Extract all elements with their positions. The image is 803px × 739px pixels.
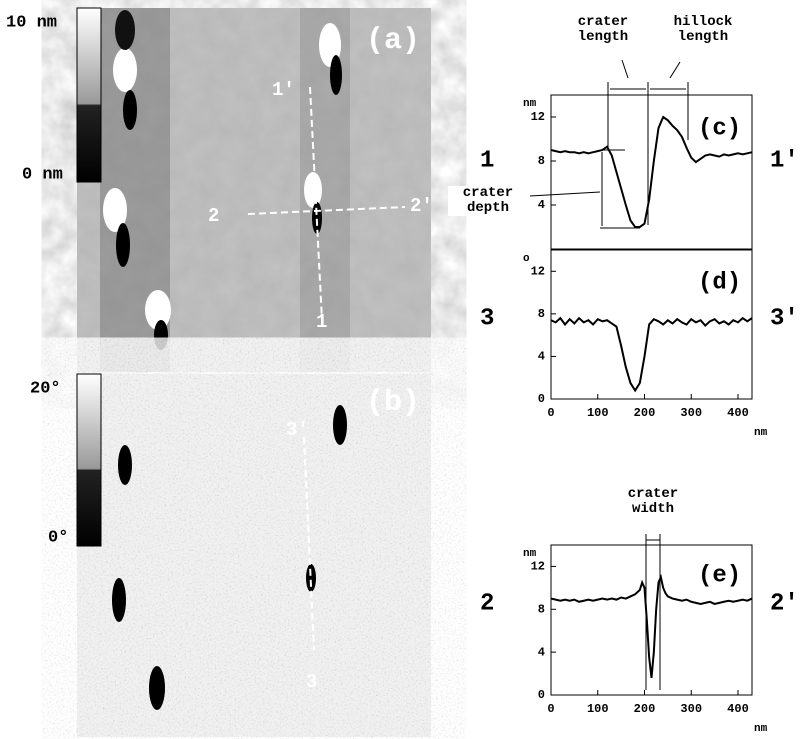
annotation-arrows bbox=[529, 59, 689, 690]
annotation: hillock length bbox=[673, 14, 733, 45]
panel-label: (a) bbox=[366, 24, 420, 58]
y-unit: nm bbox=[523, 98, 537, 110]
scale-min-label: 0 nm bbox=[22, 165, 63, 184]
y-tick-label: 12 bbox=[531, 264, 545, 278]
profile-line bbox=[550, 115, 753, 228]
x-tick-label: 100 bbox=[587, 406, 609, 420]
y-tick-label: 0 bbox=[538, 688, 545, 702]
y-tick-label: 8 bbox=[538, 307, 545, 321]
profile-end-label: 2 bbox=[480, 590, 494, 617]
profile-marker: 1 bbox=[316, 311, 327, 333]
profile-marker: 2 bbox=[208, 205, 219, 227]
x-unit: nm bbox=[754, 723, 768, 735]
x-unit: nm bbox=[754, 427, 768, 439]
x-tick-label: 0 bbox=[547, 702, 554, 716]
profile-line bbox=[550, 573, 753, 678]
x-tick-label: 300 bbox=[680, 406, 702, 420]
scale-min-label: 0° bbox=[48, 528, 68, 547]
x-tick-label: 100 bbox=[587, 702, 609, 716]
x-tick-label: 400 bbox=[727, 406, 749, 420]
y-unit: nm bbox=[523, 548, 537, 560]
panel-label: (d) bbox=[698, 269, 741, 296]
annotation: crater depth bbox=[448, 186, 528, 216]
panel-label: (b) bbox=[366, 386, 420, 420]
x-tick-label: 200 bbox=[634, 702, 656, 716]
y-tick-label: 8 bbox=[538, 602, 545, 616]
x-tick-label: 0 bbox=[547, 406, 554, 420]
afm-phase-image bbox=[76, 373, 431, 737]
profile-end-label: 3 bbox=[480, 305, 494, 332]
y-tick-label: 4 bbox=[538, 350, 545, 364]
profile-line bbox=[550, 316, 753, 393]
panel-label: (c) bbox=[698, 115, 741, 142]
y-tick-label: 12 bbox=[531, 110, 545, 124]
plot-frame bbox=[550, 249, 753, 400]
y-tick-label: 8 bbox=[538, 154, 545, 168]
profile-end-label: 1 bbox=[480, 147, 494, 174]
scale-max-label: 10 nm bbox=[6, 13, 57, 32]
x-tick-label: 200 bbox=[634, 406, 656, 420]
y-tick-label: 12 bbox=[531, 560, 545, 574]
profile-end-label: 3′ bbox=[770, 305, 799, 332]
annotation: crater length bbox=[577, 14, 629, 45]
x-tick-label: 400 bbox=[727, 702, 749, 716]
afm-topography-image bbox=[76, 7, 431, 372]
profile-end-label: 1′ bbox=[770, 147, 799, 174]
annotation: crater width bbox=[627, 486, 679, 517]
plot-frame bbox=[550, 94, 753, 250]
plot-frame bbox=[550, 544, 753, 696]
x-tick-label: 300 bbox=[680, 702, 702, 716]
profile-marker: 3 bbox=[306, 671, 317, 693]
y-tick-label: 4 bbox=[538, 645, 545, 659]
profile-marker: 2′ bbox=[410, 195, 433, 217]
y-tick-label: 4 bbox=[538, 198, 545, 212]
profile-marker: 1′ bbox=[272, 79, 295, 101]
profile-marker: 3′ bbox=[286, 419, 309, 441]
profile-end-label: 2′ bbox=[770, 590, 799, 617]
y-tick-label: 0 bbox=[538, 392, 545, 406]
scale-max-label: 20° bbox=[30, 379, 61, 398]
y-unit: o bbox=[523, 253, 530, 265]
panel-label: (e) bbox=[698, 562, 741, 589]
